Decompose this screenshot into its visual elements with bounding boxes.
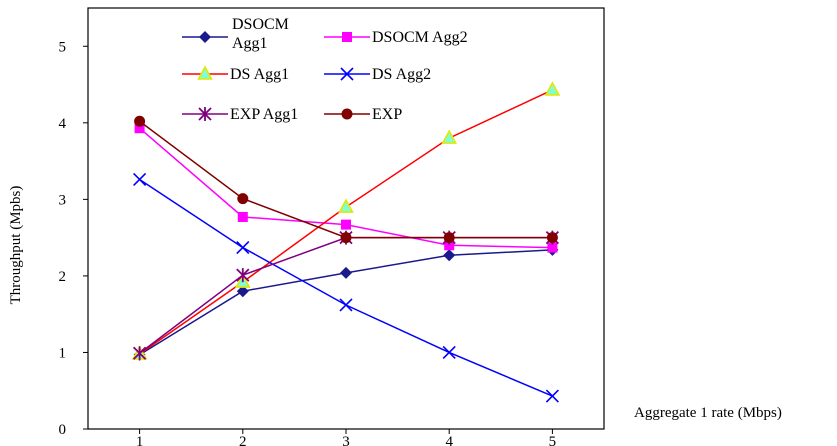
legend: DSOCM Agg1 DSOCM Agg2 DS Agg1 DS Agg2 EXP Agg… bbox=[182, 16, 468, 123]
data-point bbox=[443, 232, 455, 244]
x-tick-label: 5 bbox=[549, 434, 557, 446]
plot-frame bbox=[87, 7, 605, 430]
data-point bbox=[444, 240, 455, 251]
data-point bbox=[340, 266, 352, 279]
data-point bbox=[237, 211, 248, 222]
x-tick-label: 3 bbox=[342, 434, 350, 446]
series-exp bbox=[134, 115, 558, 244]
series-line bbox=[139, 127, 553, 249]
x-tick-label: 2 bbox=[239, 434, 247, 446]
data-point bbox=[236, 268, 250, 283]
legend-label: DSOCM Agg1 bbox=[232, 16, 289, 52]
legend-marker bbox=[197, 65, 213, 80]
legend-item: DS Agg2 bbox=[324, 66, 431, 83]
data-point bbox=[134, 115, 146, 127]
x-axis-label: Aggregate 1 rate (Mbps) bbox=[634, 405, 782, 421]
data-point bbox=[133, 172, 147, 187]
data-series bbox=[131, 81, 561, 403]
y-tick-label: 3 bbox=[59, 192, 67, 208]
legend-item: EXP Agg1 bbox=[182, 106, 298, 123]
legend-label: EXP Agg1 bbox=[230, 106, 298, 123]
legend-marker bbox=[199, 31, 211, 43]
legend-label: DS Agg1 bbox=[230, 66, 289, 83]
data-point bbox=[340, 232, 352, 244]
y-tick-label: 5 bbox=[59, 39, 67, 55]
legend-label: DS Agg2 bbox=[372, 66, 431, 83]
data-point bbox=[132, 346, 147, 361]
legend-marker bbox=[340, 67, 354, 81]
y-axis-label: Throughput (Mpbs) bbox=[8, 186, 24, 305]
legend-label: DSOCM Agg2 bbox=[372, 29, 468, 46]
legend-item: EXP bbox=[324, 106, 402, 123]
series-dsocm-agg1 bbox=[133, 243, 559, 361]
axes bbox=[87, 7, 605, 430]
series-dsocm-agg2 bbox=[134, 123, 558, 253]
data-point bbox=[338, 198, 354, 213]
data-point bbox=[547, 242, 558, 253]
data-point bbox=[341, 219, 351, 230]
y-tick-label: 2 bbox=[59, 269, 67, 285]
data-point bbox=[236, 285, 249, 298]
y-tick-label: 4 bbox=[59, 116, 67, 132]
legend-item: DS Agg1 bbox=[182, 65, 289, 83]
data-point bbox=[546, 232, 558, 244]
legend-label: EXP bbox=[372, 106, 402, 123]
series-line bbox=[139, 236, 553, 354]
data-point bbox=[442, 345, 456, 360]
y-tick-label: 0 bbox=[59, 422, 67, 438]
series-exp-agg1 bbox=[132, 230, 560, 361]
y-tick-label: 1 bbox=[59, 345, 67, 361]
data-point bbox=[544, 81, 561, 96]
data-point bbox=[237, 193, 249, 205]
legend-marker bbox=[198, 107, 212, 121]
data-point bbox=[443, 249, 456, 262]
series-line bbox=[139, 249, 553, 356]
data-point bbox=[236, 241, 250, 255]
x-tick-label: 1 bbox=[136, 434, 144, 446]
legend-item: DSOCM Agg2 bbox=[324, 29, 468, 46]
x-tick-label: 4 bbox=[445, 434, 453, 446]
axis-ticks: 0 1 2 3 4 5 1 2 3 4 5 bbox=[59, 39, 557, 446]
series-ds-agg2 bbox=[133, 172, 559, 403]
data-point bbox=[134, 123, 145, 134]
legend-item: DSOCM Agg1 bbox=[182, 16, 289, 52]
legend-marker bbox=[342, 32, 352, 42]
data-point bbox=[339, 298, 353, 312]
data-point bbox=[441, 129, 458, 144]
legend-marker bbox=[341, 108, 353, 120]
data-point bbox=[545, 389, 559, 403]
